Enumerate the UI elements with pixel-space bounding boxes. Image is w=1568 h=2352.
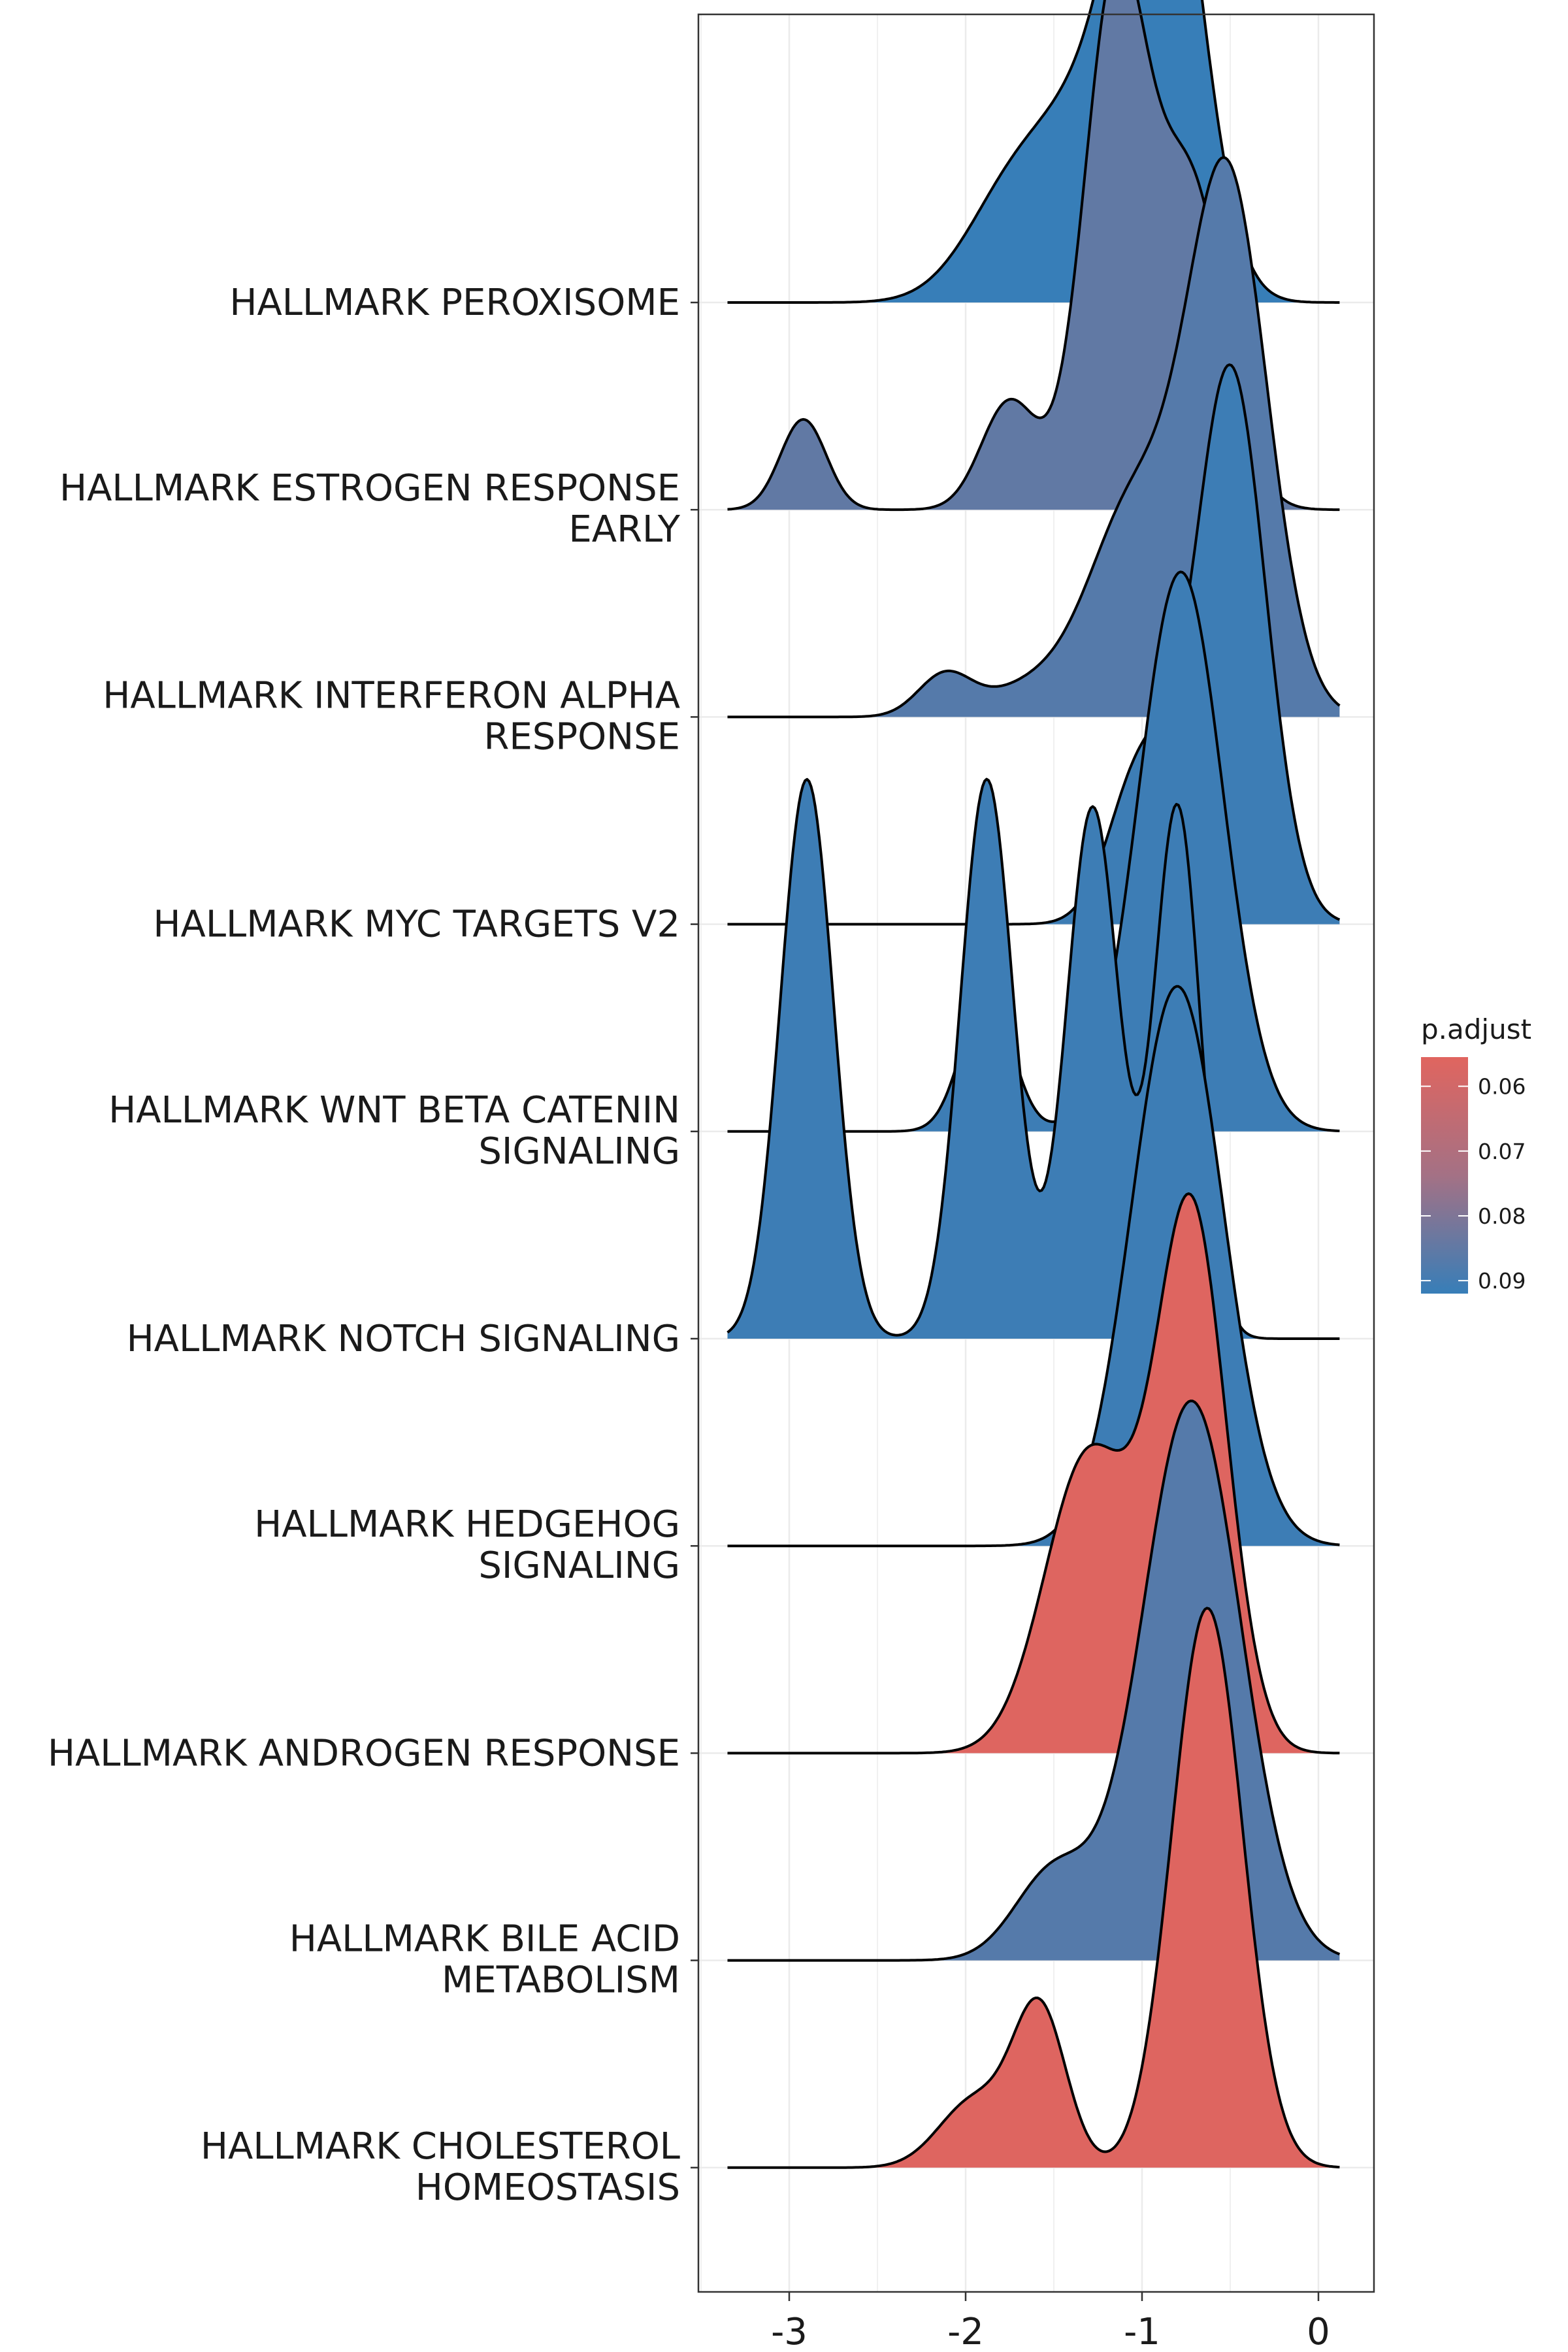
ridge-outline — [727, 1192, 1340, 1755]
legend-tick-label: 0.08 — [1478, 1203, 1526, 1229]
y-tick-label: HALLMARK ANDROGEN RESPONSE — [48, 1732, 680, 1774]
x-tick-label: -2 — [947, 2311, 984, 2352]
x-tick-label: 0 — [1307, 2311, 1330, 2352]
legend-tick-label: 0.09 — [1478, 1268, 1526, 1294]
y-tick-label: HALLMARK INTERFERON ALPHA RESPONSE — [103, 674, 680, 758]
x-tick-label: -1 — [1124, 2311, 1160, 2352]
y-tick-label: HALLMARK WNT BETA CATENIN SIGNALING — [108, 1089, 680, 1173]
legend-ticks: 0.06 0.07 0.08 0.09 — [1421, 1074, 1526, 1294]
panel-border — [697, 13, 1375, 2293]
x-tick-label: -3 — [771, 2311, 808, 2352]
ridges — [727, 0, 1341, 2169]
y-tick-label: HALLMARK BILE ACID METABOLISM — [289, 1918, 680, 2002]
ridge-outline — [727, 1399, 1341, 1962]
y-tick-label: HALLMARK ESTROGEN RESPONSE EARLY — [59, 467, 681, 551]
ridge-outline — [727, 1607, 1340, 2169]
legend: p.adjust 0.06 0.07 0.08 0.09 — [1421, 1013, 1531, 1294]
legend-tick-label: 0.06 — [1478, 1074, 1526, 1100]
legend-title: p.adjust — [1421, 1013, 1531, 1045]
ridge-outline — [727, 985, 1340, 1548]
y-axis-labels: HALLMARK PEROXISOME HALLMARK ESTROGEN RES… — [48, 282, 698, 2209]
y-tick-label: HALLMARK NOTCH SIGNALING — [127, 1318, 680, 1360]
legend-colorbar — [1421, 1057, 1468, 1294]
legend-tick-label: 0.07 — [1478, 1139, 1526, 1164]
y-tick-label: HALLMARK CHOLESTEROL HOMEOSTASIS — [201, 2125, 680, 2209]
ridge-outline — [727, 156, 1341, 719]
y-tick-label: HALLMARK MYC TARGETS V2 — [153, 904, 680, 946]
ridge-fill — [727, 1608, 1340, 2168]
ridge-series — [727, 1607, 1340, 2169]
y-tick-label: HALLMARK HEDGEHOG SIGNALING — [254, 1503, 680, 1587]
y-tick-label: HALLMARK PEROXISOME — [229, 282, 680, 324]
x-axis: -3 -2 -1 0 — [771, 2292, 1330, 2352]
ridge-outline — [727, 363, 1341, 926]
